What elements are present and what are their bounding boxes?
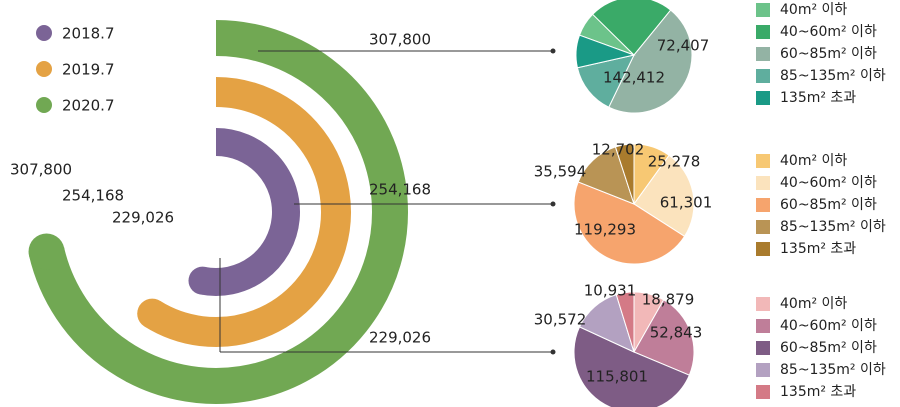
pie-charts: 72,407 142,412 25,278 61,301 119,293 35,594 12…	[534, 0, 713, 407]
legend-label: 40~60m² 이하	[780, 318, 877, 334]
ring-bar-cap-2019-7	[137, 298, 168, 329]
pie-data-label: 18,879	[642, 291, 695, 309]
pie-legends: 40m² 이하 40~60m² 이하 60~85m² 이하 85~135m² 이하 13…	[756, 2, 886, 400]
legend-label: 2018.7	[62, 25, 115, 43]
legend-label: 60~85m² 이하	[780, 340, 877, 356]
ring-bar-2019-7	[144, 77, 351, 347]
connector-total-label: 229,026	[369, 329, 431, 347]
connector-dot	[550, 201, 556, 207]
pie-slice	[633, 299, 695, 376]
radial-bar-chart	[28, 20, 408, 404]
pie-data-label: 35,594	[534, 163, 587, 181]
legend-marker	[36, 25, 52, 41]
pie-slice	[573, 181, 686, 265]
legend-label: 85~135m² 이하	[780, 68, 886, 84]
legend-swatch	[756, 297, 770, 311]
pie-slice	[576, 54, 635, 108]
legend-swatch	[756, 198, 770, 212]
legend-label: 40m² 이하	[780, 296, 847, 312]
pie-data-label: 115,801	[586, 368, 648, 386]
legend-label: 40~60m² 이하	[780, 175, 877, 191]
legend-swatch	[756, 176, 770, 190]
legend-swatch	[756, 220, 770, 234]
pie-2020-7: 72,407 142,412	[575, 0, 710, 114]
legend-marker	[36, 61, 52, 77]
legend-label: 135m² 초과	[780, 241, 856, 257]
legend-label: 2020.7	[62, 97, 115, 115]
pie-2019-7: 25,278 61,301 119,293 35,594 12,702	[534, 141, 713, 265]
legend-marker	[36, 97, 52, 113]
pie-data-label: 119,293	[574, 221, 636, 239]
legend-swatch	[756, 47, 770, 61]
legend-swatch	[756, 341, 770, 355]
legend-label: 40~60m² 이하	[780, 24, 877, 40]
legend-label: 40m² 이하	[780, 2, 847, 18]
pie-data-label: 61,301	[660, 194, 713, 212]
legend-label: 135m² 초과	[780, 384, 856, 400]
ring-value-label: 307,800	[10, 161, 72, 179]
pie-slice	[614, 143, 635, 205]
connector-lines: 307,800 254,168 229,026	[219, 31, 556, 355]
legend-label: 2019.7	[62, 61, 115, 79]
legend-label: 85~135m² 이하	[780, 362, 886, 378]
pie-legend-2019-7: 40m² 이하 40~60m² 이하 60~85m² 이하 85~135m² 이하 13…	[756, 153, 886, 257]
ring-value-label: 229,026	[112, 209, 174, 227]
legend-label: 135m² 초과	[780, 90, 856, 106]
ring-bar-cap-2020-7	[28, 233, 65, 270]
legend-swatch	[756, 91, 770, 105]
pie-data-label: 142,412	[603, 69, 665, 87]
pie-slice	[608, 9, 693, 114]
legend-swatch	[756, 319, 770, 333]
legend-swatch	[756, 154, 770, 168]
ring-value-label: 254,168	[62, 187, 124, 205]
legend-swatch	[756, 385, 770, 399]
pie-data-label: 72,407	[657, 37, 710, 55]
ring-bar-2020-7	[29, 20, 408, 404]
connector-total-label: 254,168	[369, 181, 431, 199]
pie-slice	[591, 0, 672, 56]
pie-data-label: 12,702	[592, 141, 645, 159]
ring-bar-cap-2018-7	[188, 266, 217, 295]
pie-slice	[575, 34, 636, 69]
ring-bar-2018-7	[199, 128, 300, 296]
pie-slice	[615, 291, 635, 353]
legend-swatch	[756, 25, 770, 39]
pie-2018-7: 18,879 52,843 115,801 30,572 10,931	[534, 282, 703, 407]
pie-data-label: 52,843	[650, 324, 703, 342]
pie-legend-2020-7: 40m² 이하 40~60m² 이하 60~85m² 이하 85~135m² 이하 13…	[756, 2, 886, 106]
legend-swatch	[756, 3, 770, 17]
legend-swatch	[756, 242, 770, 256]
connector-total-label: 307,800	[369, 31, 431, 49]
pie-data-label: 10,931	[584, 282, 637, 300]
ring-value-labels: 229,026 254,168 307,800	[10, 161, 174, 227]
pie-data-label: 30,572	[534, 311, 587, 329]
pie-slice	[633, 154, 695, 238]
legend-label: 40m² 이하	[780, 153, 847, 169]
legend-swatch	[756, 363, 770, 377]
pie-legend-2018-7: 40m² 이하 40~60m² 이하 60~85m² 이하 85~135m² 이하 13…	[756, 296, 886, 400]
legend-label: 85~135m² 이하	[780, 219, 886, 235]
legend-label: 60~85m² 이하	[780, 197, 877, 213]
pie-data-label: 25,278	[648, 153, 701, 171]
legend-label: 60~85m² 이하	[780, 46, 877, 62]
legend-swatch	[756, 69, 770, 83]
connector-dot	[550, 48, 556, 54]
radial-legend: 2018.7 2019.7 2020.7	[36, 25, 115, 115]
connector-dot	[550, 349, 556, 355]
